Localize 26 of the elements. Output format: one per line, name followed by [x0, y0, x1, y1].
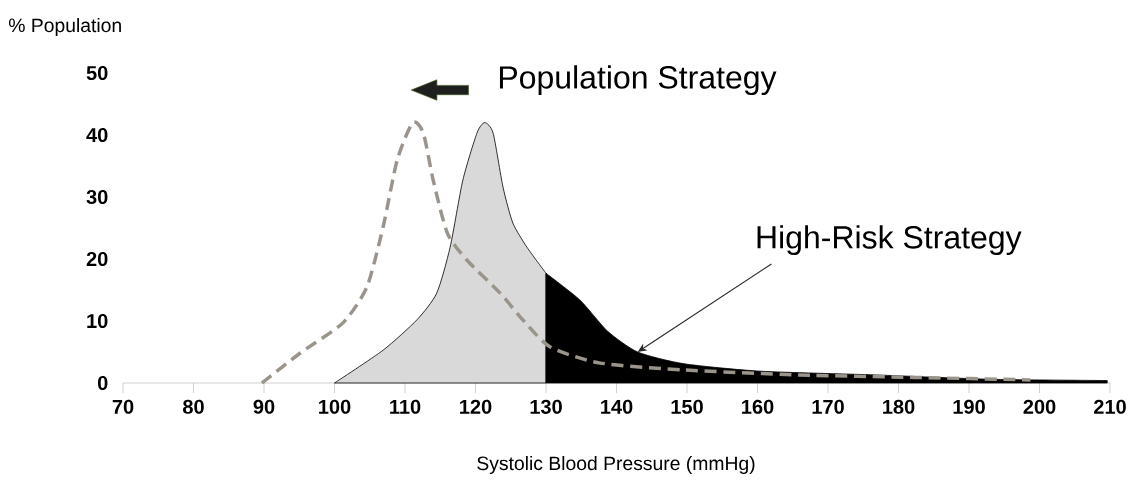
y-tick-label: 10	[87, 313, 108, 329]
x-tick-label: 100	[319, 399, 351, 414]
y-tick-label: 50	[86, 65, 108, 81]
annotation: Population Strategy	[499, 65, 777, 96]
y-tick-label: 40	[86, 127, 108, 143]
x-tick-label: 90	[253, 399, 275, 414]
y-tick-label: 20	[86, 251, 108, 267]
x-tick-label: 130	[530, 399, 562, 414]
x-tick-label: 80	[183, 399, 204, 414]
x-axis-title: Systolic Blood Pressure (mmHg)	[477, 455, 755, 475]
x-tick-label: 180	[883, 399, 915, 414]
x-tick-label: 210	[1094, 399, 1126, 414]
x-tick-label: 150	[671, 399, 703, 414]
y-tick-label: 0	[97, 375, 108, 391]
x-tick-label: 120	[460, 399, 492, 414]
x-tick-label: 110	[390, 399, 421, 414]
y-tick-label: 30	[86, 189, 108, 205]
x-tick-label: 140	[601, 399, 633, 414]
y-axis-title: % Population	[8, 17, 121, 37]
x-tick-label: 170	[812, 399, 844, 414]
x-tick-label: 200	[1023, 399, 1056, 414]
x-tick-label: 190	[953, 399, 985, 414]
line-series	[260, 120, 1033, 385]
annotation: High-Risk Strategy	[757, 225, 1022, 256]
x-tick-label: 160	[742, 399, 774, 414]
x-tick-label: 70	[112, 399, 134, 414]
